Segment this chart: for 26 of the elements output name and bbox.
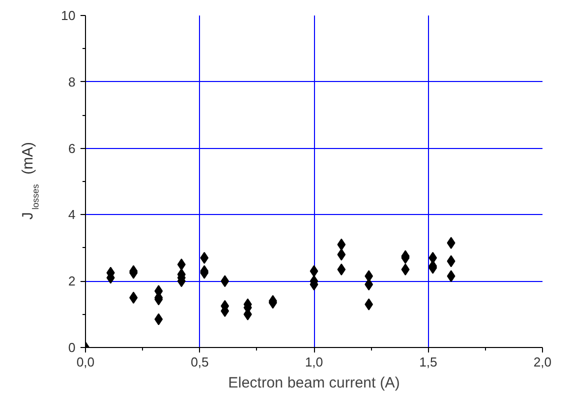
point (446, 236, 456, 249)
y-tick-label: 10 (61, 8, 76, 23)
point (177, 258, 186, 270)
point (337, 238, 346, 251)
point (446, 270, 456, 282)
point (220, 275, 230, 288)
y-tick-label: 8 (68, 74, 76, 90)
point (364, 298, 374, 310)
point (154, 313, 163, 326)
x-tick-label: 1,0 (304, 354, 324, 370)
x-tick-label: 1,5 (419, 354, 438, 370)
y-tick-label: 4 (68, 207, 76, 222)
x-tick-label: 0,0 (76, 354, 95, 370)
y-tick-label: 2 (68, 274, 76, 289)
x-tick-label: 2,0 (533, 354, 552, 370)
point (401, 263, 410, 276)
point (337, 263, 346, 276)
point (337, 248, 346, 261)
point (446, 255, 456, 268)
y-tick-label: 0 (68, 340, 76, 355)
x-axis-title: Electron beam current (A) (228, 374, 400, 392)
y-axis-title: Jlosses (mA) (20, 142, 40, 220)
point (129, 292, 138, 304)
y-tick-label: 6 (68, 140, 76, 156)
x-tick-label: 0,5 (190, 354, 209, 370)
point (310, 265, 318, 278)
